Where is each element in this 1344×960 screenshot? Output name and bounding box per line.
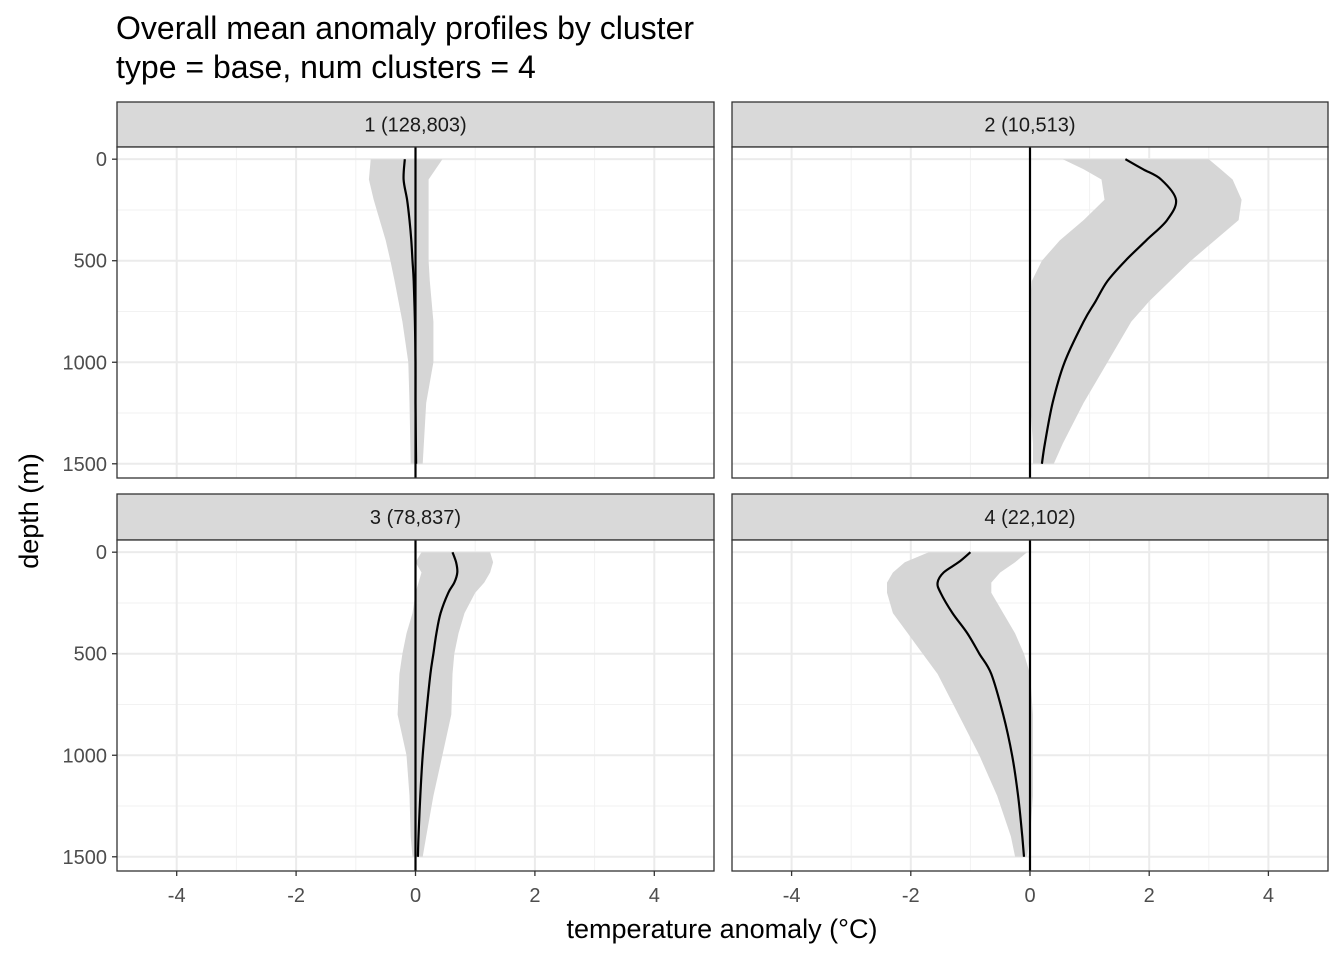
- mean-profile-line: [936, 551, 1026, 857]
- x-axis-title: temperature anomaly (°C): [567, 914, 878, 944]
- mean-profile-line: [402, 159, 418, 464]
- chart-title: Overall mean anomaly profiles by cluster: [116, 10, 695, 46]
- facet-panel-4: 4 (22,102) -4 -2 0 2 4: [731, 493, 1329, 907]
- x-tick-label: -4: [783, 885, 801, 907]
- y-tick-label: 500: [74, 251, 107, 273]
- facet-strip-label: 3 (78,837): [370, 507, 461, 529]
- facet-strip-label: 1 (128,803): [364, 115, 466, 137]
- facet-panel-3: 3 (78,837) 0 500 1000 1500 -4 -2 0 2 4: [63, 493, 715, 907]
- mean-profile-line: [1040, 158, 1178, 464]
- y-tick-label: 1000: [63, 745, 108, 767]
- x-tick-label: 0: [410, 885, 421, 907]
- y-tick-label: 0: [96, 542, 107, 564]
- facet-panel-2: 2 (10,513): [731, 101, 1329, 479]
- y-tick-label: 1500: [63, 847, 108, 869]
- facet-panel-1: 1 (128,803) 0 500 1000 1500: [63, 101, 715, 479]
- anomaly-range-ribbon: [1030, 159, 1242, 464]
- anomaly-range-ribbon: [887, 552, 1033, 857]
- y-tick-label: 1000: [63, 352, 108, 374]
- y-tick-label: 0: [96, 149, 107, 171]
- x-tick-label: -2: [902, 885, 920, 907]
- facet-strip: [116, 493, 715, 541]
- panel-border: [116, 146, 715, 479]
- y-axis-title: depth (m): [14, 453, 44, 569]
- y-tick-label: 500: [74, 644, 107, 666]
- panel-border: [731, 146, 1329, 479]
- anomaly-range-ribbon: [368, 159, 443, 464]
- x-tick-label: 0: [1024, 885, 1035, 907]
- x-tick-label: 4: [649, 885, 660, 907]
- mean-profile-line: [416, 551, 459, 857]
- x-tick-label: -2: [287, 885, 305, 907]
- x-tick-label: 2: [529, 885, 540, 907]
- y-tick-label: 1500: [63, 454, 108, 476]
- facet-strip-label: 4 (22,102): [984, 507, 1075, 529]
- x-tick-label: 4: [1263, 885, 1274, 907]
- x-tick-label: -4: [168, 885, 186, 907]
- facet-strip-label: 2 (10,513): [984, 115, 1075, 137]
- facet-strip: [731, 101, 1329, 148]
- chart-subtitle: type = base, num clusters = 4: [116, 49, 536, 85]
- x-tick-label: 2: [1144, 885, 1155, 907]
- facet-strip: [731, 493, 1329, 541]
